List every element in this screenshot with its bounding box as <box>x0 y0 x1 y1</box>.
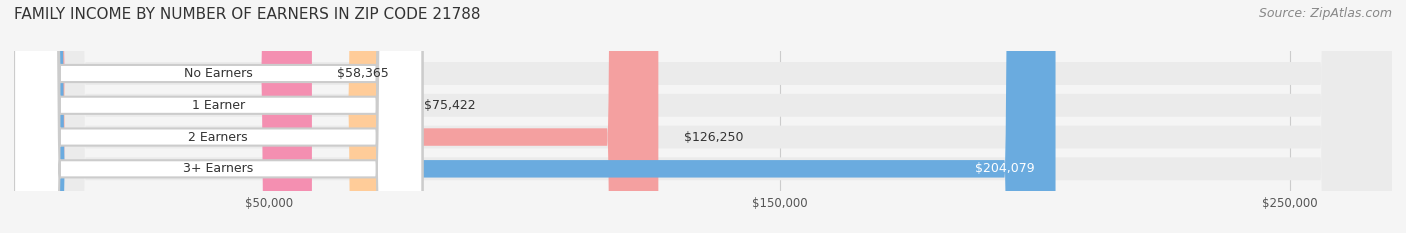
FancyBboxPatch shape <box>14 0 1392 233</box>
Text: $126,250: $126,250 <box>683 130 744 144</box>
FancyBboxPatch shape <box>14 0 422 233</box>
FancyBboxPatch shape <box>14 0 658 233</box>
Text: $75,422: $75,422 <box>425 99 477 112</box>
FancyBboxPatch shape <box>14 0 399 233</box>
Text: 3+ Earners: 3+ Earners <box>183 162 253 175</box>
FancyBboxPatch shape <box>14 0 422 233</box>
FancyBboxPatch shape <box>14 0 312 233</box>
FancyBboxPatch shape <box>14 0 1392 233</box>
FancyBboxPatch shape <box>14 0 1056 233</box>
FancyBboxPatch shape <box>14 0 422 233</box>
Text: No Earners: No Earners <box>184 67 253 80</box>
FancyBboxPatch shape <box>14 0 1392 233</box>
FancyBboxPatch shape <box>14 0 422 233</box>
Text: 2 Earners: 2 Earners <box>188 130 247 144</box>
Text: $204,079: $204,079 <box>976 162 1035 175</box>
Text: 1 Earner: 1 Earner <box>191 99 245 112</box>
Text: Source: ZipAtlas.com: Source: ZipAtlas.com <box>1258 7 1392 20</box>
Text: FAMILY INCOME BY NUMBER OF EARNERS IN ZIP CODE 21788: FAMILY INCOME BY NUMBER OF EARNERS IN ZI… <box>14 7 481 22</box>
Text: $58,365: $58,365 <box>337 67 389 80</box>
FancyBboxPatch shape <box>14 0 1392 233</box>
